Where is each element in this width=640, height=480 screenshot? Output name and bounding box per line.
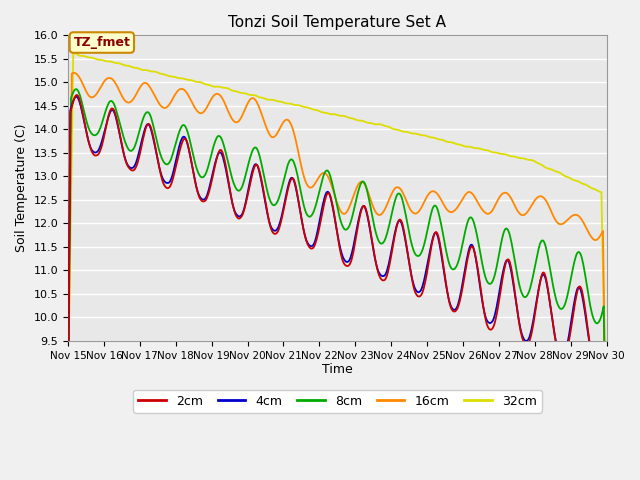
- 8cm: [64, 404, 72, 410]
- 8cm: [404, 221, 412, 227]
- X-axis label: Time: Time: [322, 363, 353, 376]
- Line: 4cm: 4cm: [68, 96, 607, 480]
- 16cm: [70, 70, 78, 76]
- Line: 8cm: 8cm: [68, 89, 607, 480]
- 2cm: [404, 248, 412, 254]
- 16cm: [130, 95, 138, 101]
- 8cm: [75, 89, 83, 95]
- 32cm: [64, 392, 72, 397]
- 32cm: [404, 129, 412, 135]
- 8cm: [185, 132, 193, 138]
- 2cm: [213, 154, 221, 160]
- 16cm: [185, 93, 193, 99]
- Line: 32cm: 32cm: [68, 53, 607, 471]
- 16cm: [64, 396, 72, 401]
- 4cm: [404, 250, 412, 255]
- 16cm: [603, 479, 611, 480]
- 32cm: [130, 65, 138, 71]
- Line: 2cm: 2cm: [68, 95, 607, 480]
- 4cm: [419, 281, 427, 287]
- 2cm: [185, 145, 193, 151]
- 32cm: [75, 52, 83, 58]
- 16cm: [419, 201, 427, 207]
- 32cm: [69, 50, 77, 56]
- 2cm: [73, 92, 81, 98]
- 32cm: [185, 77, 193, 83]
- 4cm: [213, 154, 221, 159]
- 2cm: [75, 94, 83, 100]
- Y-axis label: Soil Temperature (C): Soil Temperature (C): [15, 124, 28, 252]
- 32cm: [419, 132, 427, 138]
- 32cm: [603, 468, 611, 474]
- 16cm: [75, 73, 83, 79]
- 8cm: [213, 134, 221, 140]
- 2cm: [130, 167, 138, 173]
- 4cm: [64, 400, 72, 406]
- 2cm: [419, 288, 427, 293]
- 2cm: [64, 402, 72, 408]
- Text: TZ_fmet: TZ_fmet: [74, 36, 131, 49]
- 4cm: [72, 94, 80, 99]
- 8cm: [419, 245, 427, 251]
- 4cm: [185, 146, 193, 152]
- Line: 16cm: 16cm: [68, 73, 607, 480]
- 32cm: [213, 84, 221, 89]
- 16cm: [404, 201, 412, 206]
- Legend: 2cm, 4cm, 8cm, 16cm, 32cm: 2cm, 4cm, 8cm, 16cm, 32cm: [133, 390, 541, 413]
- Title: Tonzi Soil Temperature Set A: Tonzi Soil Temperature Set A: [228, 15, 446, 30]
- 8cm: [72, 86, 80, 92]
- 4cm: [75, 96, 83, 102]
- 16cm: [213, 91, 221, 96]
- 8cm: [130, 145, 138, 151]
- 4cm: [130, 164, 138, 169]
